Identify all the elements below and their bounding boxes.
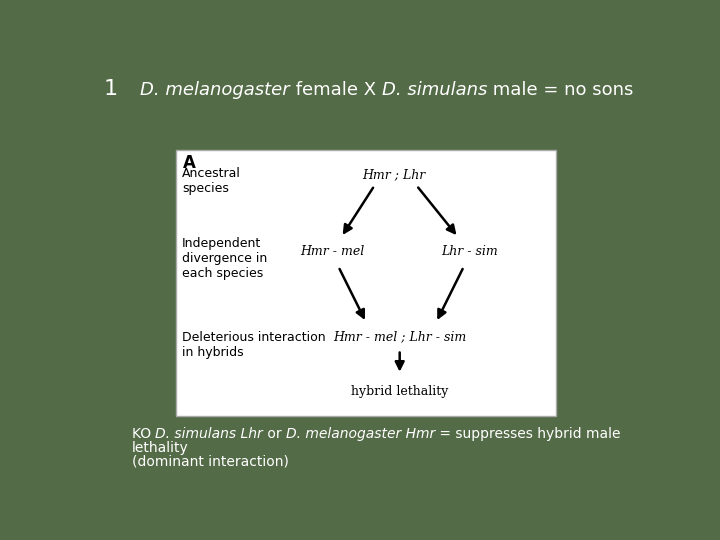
Text: KO: KO: [132, 427, 156, 441]
Text: female X: female X: [290, 80, 382, 99]
Text: 1: 1: [104, 79, 118, 99]
Text: D. simulans: D. simulans: [382, 80, 487, 99]
Text: A: A: [183, 154, 196, 172]
Text: male = no sons: male = no sons: [487, 80, 634, 99]
Text: Hmr - mel ; Lhr - sim: Hmr - mel ; Lhr - sim: [333, 330, 467, 343]
FancyBboxPatch shape: [176, 150, 556, 416]
Text: Lhr - sim: Lhr - sim: [441, 245, 498, 259]
Text: D. melanogaster: D. melanogaster: [140, 80, 290, 99]
Text: hybrid lethality: hybrid lethality: [351, 384, 449, 397]
Text: Deleterious interaction
in hybrids: Deleterious interaction in hybrids: [182, 332, 325, 360]
Text: Independent
divergence in
each species: Independent divergence in each species: [182, 237, 267, 280]
Text: = suppresses hybrid male: = suppresses hybrid male: [436, 427, 621, 441]
Text: D. simulans Lhr: D. simulans Lhr: [156, 427, 263, 441]
Text: Ancestral
species: Ancestral species: [182, 167, 241, 195]
Text: Hmr - mel: Hmr - mel: [301, 245, 365, 259]
Text: D. melanogaster Hmr: D. melanogaster Hmr: [286, 427, 436, 441]
Text: or: or: [263, 427, 286, 441]
Text: lethality: lethality: [132, 441, 189, 455]
Text: Hmr ; Lhr: Hmr ; Lhr: [362, 168, 426, 181]
Text: (dominant interaction): (dominant interaction): [132, 455, 289, 469]
